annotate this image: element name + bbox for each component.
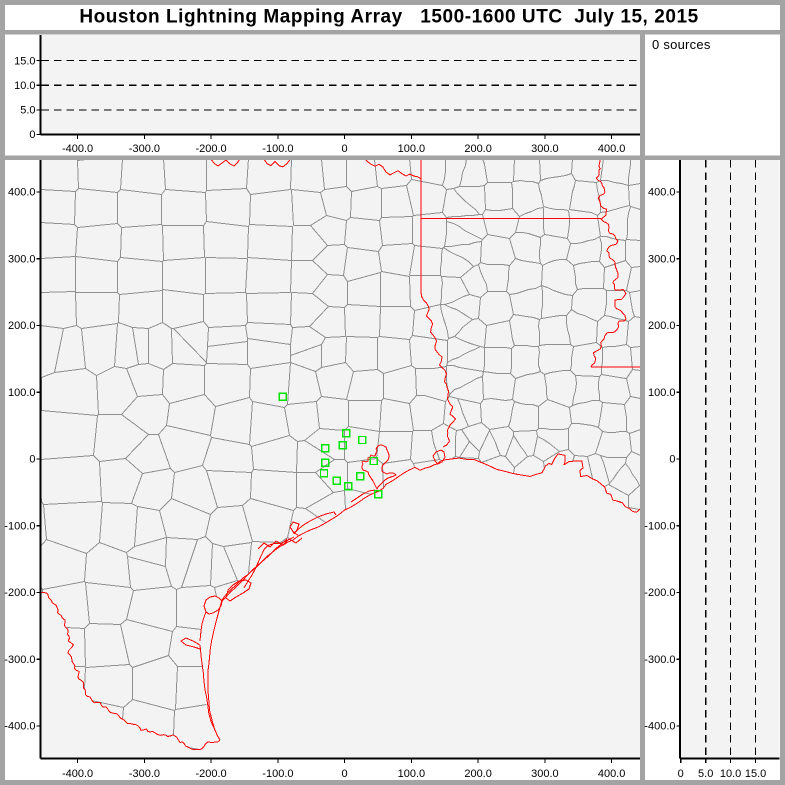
svg-text:400.0: 400.0 [648,187,676,199]
svg-text:-400.0: -400.0 [644,721,675,733]
svg-text:400.0: 400.0 [598,143,626,155]
svg-text:-100.0: -100.0 [644,521,675,533]
svg-text:100.0: 100.0 [398,768,426,780]
svg-text:-100.0: -100.0 [262,768,293,780]
svg-text:-200.0: -200.0 [195,143,226,155]
svg-text:400.0: 400.0 [598,768,626,780]
svg-text:0: 0 [29,129,35,141]
svg-text:-200.0: -200.0 [644,587,675,599]
svg-text:5.0: 5.0 [698,768,713,780]
svg-text:200.0: 200.0 [464,143,492,155]
svg-text:0 sources: 0 sources [652,37,711,52]
svg-text:0: 0 [342,143,348,155]
svg-text:200.0: 200.0 [464,768,492,780]
svg-text:-200.0: -200.0 [195,768,226,780]
svg-text:-300.0: -300.0 [4,654,35,666]
svg-text:15.0: 15.0 [14,55,35,67]
svg-text:100.0: 100.0 [398,143,426,155]
svg-text:300.0: 300.0 [531,143,559,155]
svg-text:-300.0: -300.0 [129,143,160,155]
svg-text:100.0: 100.0 [8,387,36,399]
svg-text:300.0: 300.0 [8,253,36,265]
svg-text:-100.0: -100.0 [262,143,293,155]
svg-text:5.0: 5.0 [20,105,35,117]
svg-text:300.0: 300.0 [531,768,559,780]
svg-text:400.0: 400.0 [8,187,36,199]
svg-text:0: 0 [342,768,348,780]
svg-text:-400.0: -400.0 [62,768,93,780]
svg-text:-300.0: -300.0 [644,654,675,666]
svg-text:200.0: 200.0 [8,320,36,332]
svg-text:100.0: 100.0 [648,387,676,399]
svg-text:-200.0: -200.0 [4,587,35,599]
svg-text:15.0: 15.0 [745,768,766,780]
svg-text:10.0: 10.0 [14,80,35,92]
svg-text:0: 0 [678,768,684,780]
svg-text:Houston Lightning Mapping Arra: Houston Lightning Mapping Array 1500-160… [79,7,698,28]
svg-text:-100.0: -100.0 [4,521,35,533]
svg-text:0: 0 [669,454,675,466]
svg-text:-400.0: -400.0 [4,721,35,733]
svg-text:-300.0: -300.0 [129,768,160,780]
svg-text:0: 0 [29,454,35,466]
svg-text:200.0: 200.0 [648,320,676,332]
svg-text:300.0: 300.0 [648,253,676,265]
svg-text:-400.0: -400.0 [62,143,93,155]
svg-text:10.0: 10.0 [720,768,741,780]
